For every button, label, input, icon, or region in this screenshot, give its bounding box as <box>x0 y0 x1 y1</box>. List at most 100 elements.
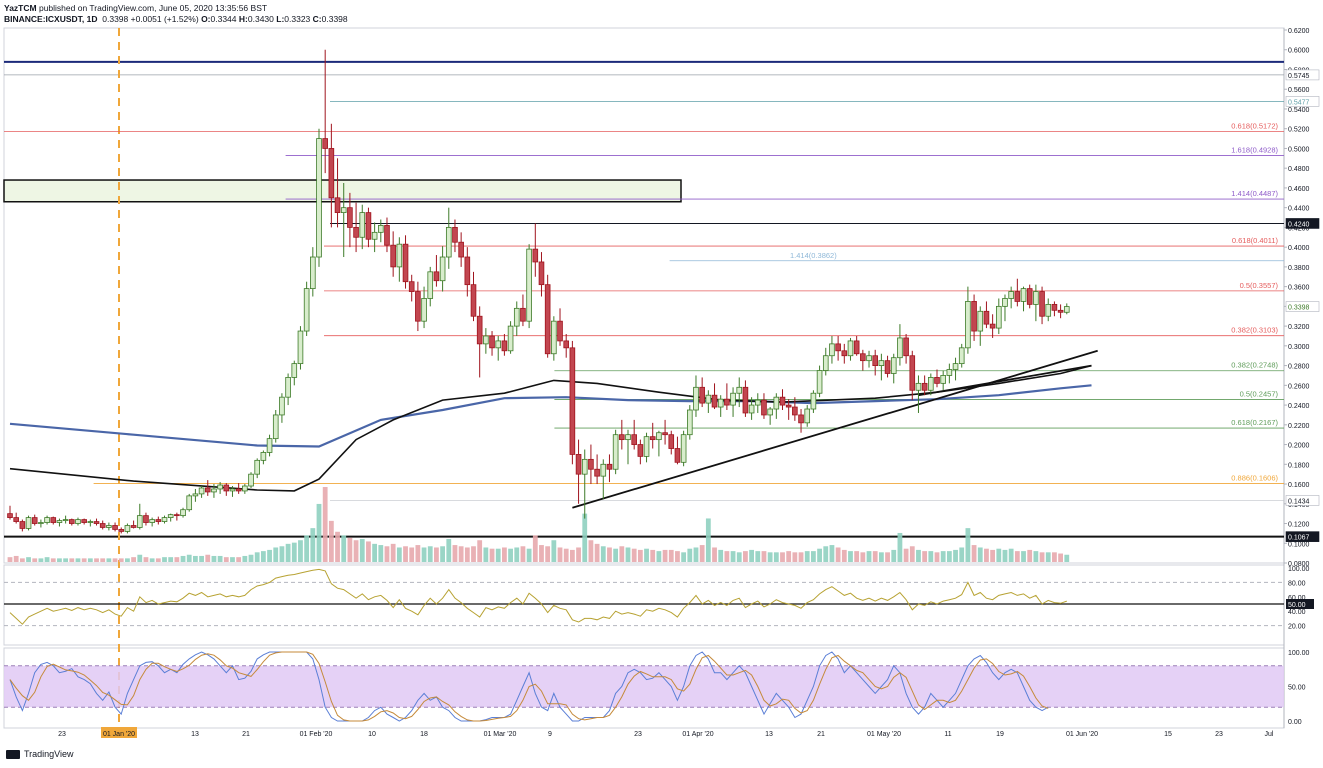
candle-body <box>810 392 817 410</box>
moving-average-line <box>9 384 1092 448</box>
stoch-band <box>4 665 1284 708</box>
volume-bar <box>811 551 816 562</box>
volume-bar <box>878 552 884 562</box>
volume-bar <box>19 558 25 562</box>
candle-body <box>149 519 155 523</box>
fib-level-label: 0.618(0.2167) <box>1231 418 1278 427</box>
candle-body <box>408 281 415 292</box>
volume-bar <box>409 547 415 562</box>
volume-bar <box>730 551 736 562</box>
volume-bar <box>100 558 106 562</box>
candle-body <box>167 514 174 518</box>
candle-body <box>44 517 50 523</box>
candle-body <box>513 307 520 327</box>
candle-body <box>532 248 539 263</box>
x-axis-label: 13 <box>765 731 773 738</box>
volume-bar <box>687 548 693 562</box>
volume-bar <box>106 558 112 562</box>
volume-bar <box>712 547 717 562</box>
volume-bar <box>149 558 155 562</box>
candle-body <box>13 517 19 522</box>
candle-body <box>50 517 57 523</box>
candle-body <box>118 529 125 532</box>
candle-body <box>557 320 563 342</box>
y-tick-label: 0.3800 <box>1288 265 1310 272</box>
open-value: 0.3344 <box>210 14 237 24</box>
candle-body <box>600 463 607 477</box>
candle-body <box>946 369 953 376</box>
candle-body <box>915 382 922 391</box>
candle-body <box>445 227 452 258</box>
candle-body <box>439 256 446 282</box>
volume-bar <box>780 552 785 562</box>
volume-bar <box>594 543 600 562</box>
candle-body <box>581 458 588 475</box>
fib-level-label: 0.382(0.2748) <box>1231 361 1278 370</box>
y-tick-label: 0.6200 <box>1288 28 1310 35</box>
fib-level-label: 1.414(0.4487) <box>1231 189 1278 198</box>
x-axis-label: 15 <box>1164 731 1172 738</box>
volume-bar <box>755 551 761 562</box>
candle-body <box>458 241 464 258</box>
volume-bar <box>1027 549 1033 562</box>
candle-body <box>452 227 458 243</box>
volume-bar <box>718 549 724 562</box>
volume-bar <box>1014 551 1020 562</box>
volume-bar <box>872 551 878 562</box>
volume-bar <box>508 548 513 562</box>
volume-bar <box>359 539 365 562</box>
volume-bar <box>613 548 619 562</box>
candle-body <box>7 513 13 518</box>
price-tag-label: 0.5477 <box>1288 99 1310 106</box>
candle-body <box>928 377 934 391</box>
candle-body <box>841 350 848 357</box>
candle-body <box>674 448 681 463</box>
volume-bar <box>452 545 458 562</box>
candle-body <box>211 488 217 493</box>
x-axis-label: 10 <box>368 731 376 738</box>
candle-body <box>538 261 545 286</box>
candle-body <box>371 231 378 240</box>
candle-body <box>359 212 366 238</box>
candle-body <box>569 347 576 455</box>
volume-bar <box>347 537 353 562</box>
candle-body <box>266 438 273 453</box>
volume-bar <box>427 546 433 562</box>
candle-body <box>551 320 557 355</box>
candle-body <box>38 522 44 524</box>
last-price: 0.3398 <box>102 14 129 24</box>
volume-bar <box>848 551 853 562</box>
price-tag <box>1285 495 1320 506</box>
volume-bar <box>310 528 316 562</box>
volume-bar <box>532 535 538 562</box>
fib-level-label: 0.618(0.5172) <box>1231 121 1278 130</box>
volume-bar <box>13 555 19 562</box>
volume-bar <box>483 547 489 562</box>
volume-bar <box>223 557 229 562</box>
volume-bar <box>471 546 476 562</box>
x-axis-label: 01 May '20 <box>867 731 901 738</box>
candle-body <box>520 307 526 322</box>
volume-bar <box>353 540 359 562</box>
x-axis-label: 9 <box>548 731 552 738</box>
volume-bar <box>81 558 87 562</box>
x-axis-date-highlight <box>101 727 137 738</box>
candle-body <box>402 243 409 283</box>
volume-bar <box>230 557 235 562</box>
candle-body <box>260 452 267 461</box>
volume-bar <box>273 547 279 562</box>
volume-bar <box>520 546 526 562</box>
volume-bar <box>928 551 934 562</box>
volume-bar <box>551 540 557 562</box>
volume-bar <box>50 558 56 562</box>
candle-body <box>637 444 644 457</box>
candle-body <box>866 355 872 362</box>
candlestick-chart[interactable]: 0.62000.60000.58000.56000.54000.52000.50… <box>0 0 1323 745</box>
candle-body <box>619 434 625 441</box>
y-tick-label: 0.2200 <box>1288 423 1310 430</box>
candle-body <box>93 521 100 524</box>
candle-body <box>87 521 94 523</box>
candle-body <box>754 399 761 406</box>
x-axis-label: 11 <box>944 731 951 738</box>
candle-body <box>724 398 730 406</box>
